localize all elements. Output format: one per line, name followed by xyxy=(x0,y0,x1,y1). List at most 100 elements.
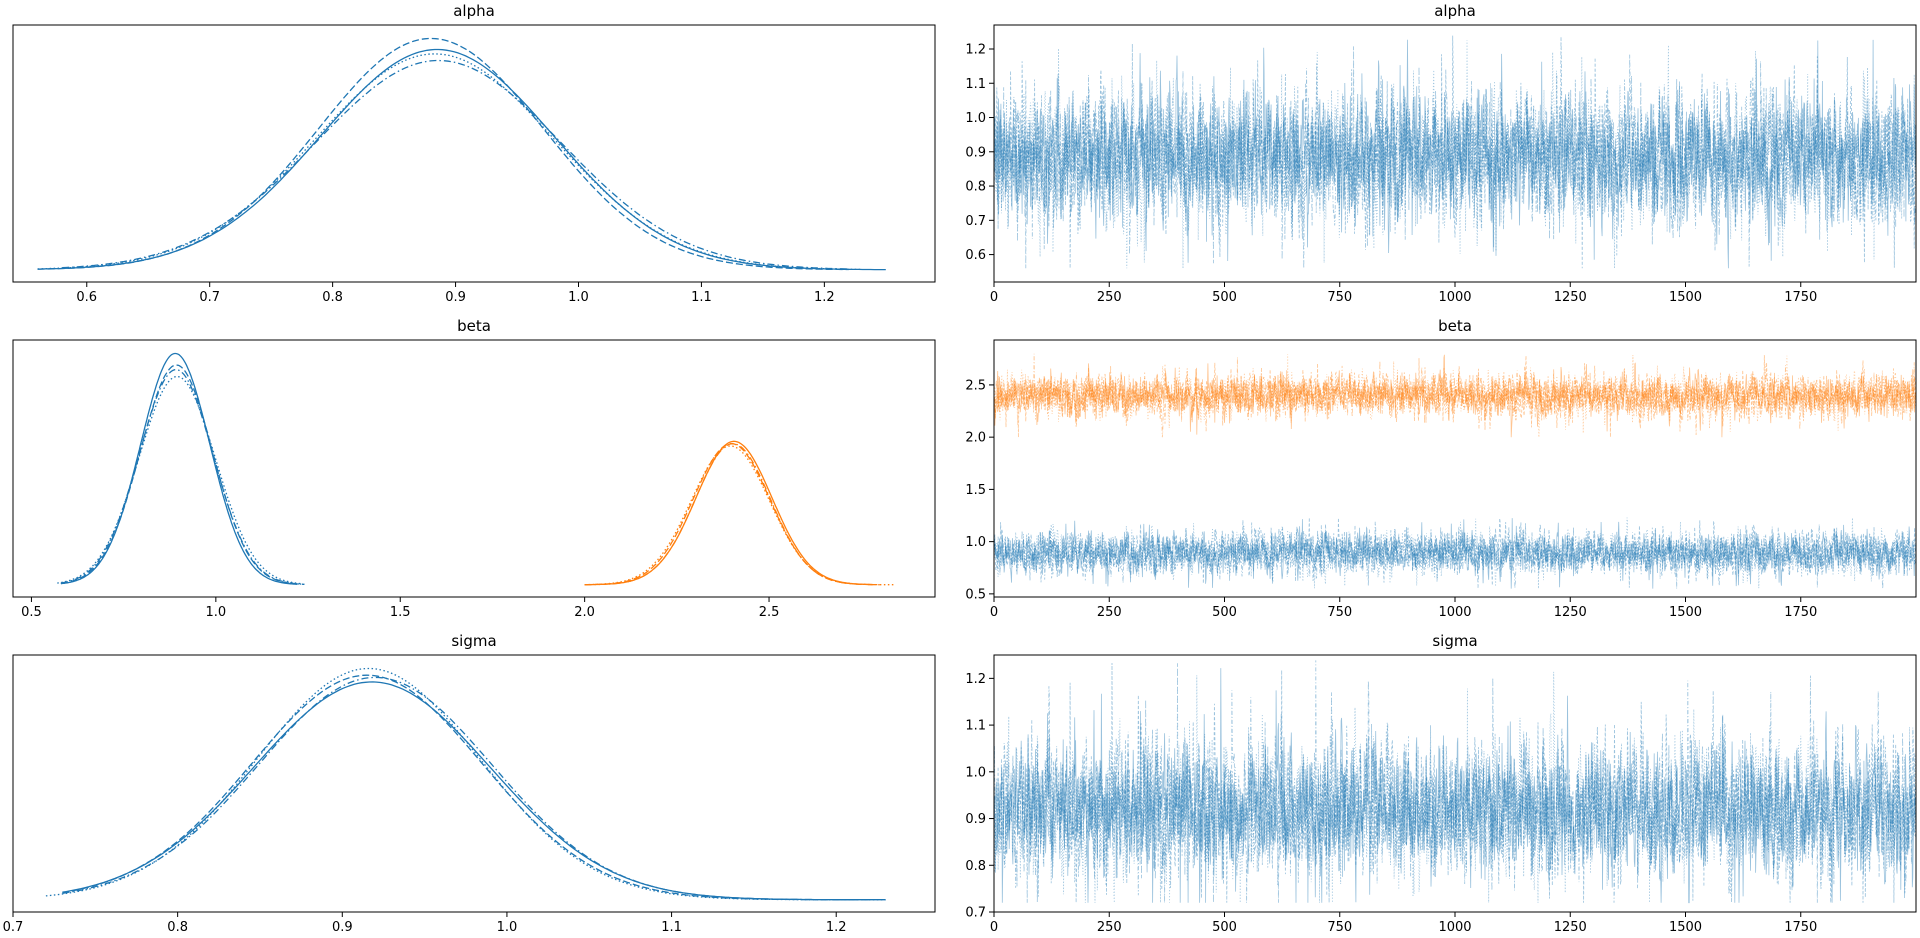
beta-trace-panel: beta 0 250 500 750 1000 1250 1500 1750 0.5 1.0 1.5 2… xyxy=(965,317,1917,620)
beta-kde-beta-1-chain-2-line xyxy=(584,445,895,586)
sigma-kde-axes-frame xyxy=(12,654,936,913)
sigma-kde-xtick-label: 0.9 xyxy=(332,920,353,935)
beta-trace-plot-area xyxy=(994,353,1916,589)
sigma-trace-sigma-trace-chain-3-line xyxy=(994,660,1916,903)
beta-kde-axes-frame xyxy=(12,339,936,598)
alpha-kde-axes-frame xyxy=(12,24,936,283)
alpha-trace-xtick-label: 500 xyxy=(1212,290,1237,305)
beta-kde-xtick-label: 1.5 xyxy=(390,605,411,620)
alpha-trace-xtick-label: 0 xyxy=(990,290,998,305)
beta-kde-plot-area xyxy=(57,352,895,586)
beta-trace-xtick-label: 1250 xyxy=(1554,605,1587,620)
beta-kde-xtick-label: 1.0 xyxy=(205,605,226,620)
beta-kde-title: beta xyxy=(457,317,491,335)
sigma-trace-sigma-trace-chain-0-line xyxy=(994,668,1916,904)
beta-kde-beta-1-chain-1-line xyxy=(584,443,876,586)
alpha-trace-alpha-trace-chain-1-line xyxy=(994,35,1916,269)
beta-trace-ytick-label: 1.0 xyxy=(965,535,986,550)
sigma-kde-xtick-label: 1.2 xyxy=(826,920,847,935)
sigma-trace-sigma-trace-chain-2-line xyxy=(994,671,1916,903)
alpha-kde-title: alpha xyxy=(453,2,495,20)
beta-trace-beta-0-trace-chain-2-line xyxy=(994,517,1916,589)
sigma-kde-xtick-label: 1.0 xyxy=(497,920,518,935)
sigma-trace-xtick-label: 500 xyxy=(1212,920,1237,935)
alpha-kde-alpha-chain-3-line xyxy=(62,59,849,270)
alpha-trace-ytick-label: 1.0 xyxy=(965,111,986,126)
beta-kde-panel: beta 0.5 1.0 1.5 2.0 2.5 xyxy=(12,317,936,620)
alpha-kde-xtick-label: 0.6 xyxy=(76,290,97,305)
sigma-trace-xtick-label: 0 xyxy=(990,920,998,935)
sigma-trace-ytick-label: 0.8 xyxy=(965,859,986,874)
beta-kde-xtick-label: 0.5 xyxy=(21,605,42,620)
sigma-kde-xtick-label: 1.1 xyxy=(661,920,682,935)
beta-trace-xtick-label: 750 xyxy=(1327,605,1352,620)
sigma-trace-ytick-label: 0.7 xyxy=(965,906,986,921)
sigma-trace-xtick-label: 250 xyxy=(1097,920,1122,935)
beta-trace-xtick-label: 1000 xyxy=(1438,605,1471,620)
beta-trace-beta-0-trace-chain-3-line xyxy=(994,520,1916,589)
beta-trace-beta-1-trace-chain-0-line xyxy=(994,354,1916,438)
beta-kde-xtick-label: 2.5 xyxy=(759,605,780,620)
beta-trace-ytick-label: 1.5 xyxy=(965,483,986,498)
alpha-kde-alpha-chain-2-line xyxy=(37,53,862,271)
beta-trace-beta-0-trace-chain-1-line xyxy=(994,517,1916,588)
alpha-kde-xtick-label: 1.2 xyxy=(814,290,835,305)
beta-kde-beta-0-chain-2-line xyxy=(57,375,301,585)
sigma-kde-xtick-label: 0.7 xyxy=(3,920,24,935)
alpha-trace-xtick-label: 250 xyxy=(1097,290,1122,305)
sigma-kde-panel: sigma 0.7 0.8 0.9 1.0 1.1 1.2 xyxy=(3,632,936,935)
alpha-trace-ytick-label: 0.9 xyxy=(965,145,986,160)
alpha-trace-ytick-label: 0.6 xyxy=(965,248,986,263)
beta-trace-beta-1-trace-chain-1-line xyxy=(994,355,1916,438)
sigma-trace-ytick-label: 1.1 xyxy=(965,719,986,734)
sigma-kde-sigma-chain-1-line xyxy=(62,674,870,901)
sigma-kde-title: sigma xyxy=(451,632,496,650)
beta-trace-xtick-label: 250 xyxy=(1097,605,1122,620)
alpha-trace-ytick-label: 0.7 xyxy=(965,214,986,229)
alpha-trace-xtick-label: 1500 xyxy=(1669,290,1702,305)
alpha-trace-title: alpha xyxy=(1434,2,1476,20)
alpha-kde-plot-area xyxy=(37,37,886,271)
sigma-trace-xtick-label: 1000 xyxy=(1438,920,1471,935)
beta-trace-beta-0-trace-chain-0-line xyxy=(994,518,1916,589)
alpha-trace-panel: alpha 0 250 500 750 1000 1250 1500 1750 0.6 0.7 0.8… xyxy=(965,2,1917,305)
beta-trace-ytick-label: 0.5 xyxy=(965,587,986,602)
alpha-trace-xtick-label: 1000 xyxy=(1438,290,1471,305)
beta-trace-beta-1-trace-chain-3-line xyxy=(994,353,1916,438)
sigma-trace-ytick-label: 1.2 xyxy=(965,672,986,687)
beta-kde-beta-0-chain-1-line xyxy=(60,364,305,585)
sigma-trace-xtick-label: 750 xyxy=(1327,920,1352,935)
alpha-trace-xtick-label: 1250 xyxy=(1554,290,1587,305)
alpha-kde-xtick-label: 0.8 xyxy=(322,290,343,305)
alpha-trace-xtick-label: 1750 xyxy=(1784,290,1817,305)
beta-trace-xtick-label: 1750 xyxy=(1784,605,1817,620)
beta-kde-xtick-label: 2.0 xyxy=(574,605,595,620)
alpha-trace-plot-area xyxy=(994,35,1916,269)
alpha-trace-ytick-label: 1.2 xyxy=(965,42,986,57)
sigma-kde-sigma-chain-3-line xyxy=(62,676,853,901)
alpha-trace-ytick-label: 0.8 xyxy=(965,180,986,195)
beta-trace-beta-1-trace-chain-2-line xyxy=(994,354,1916,438)
beta-trace-title: beta xyxy=(1438,317,1472,335)
sigma-trace-plot-area xyxy=(994,660,1916,904)
sigma-kde-plot-area xyxy=(45,667,886,901)
sigma-trace-xtick-label: 1250 xyxy=(1554,920,1587,935)
beta-trace-xtick-label: 1500 xyxy=(1669,605,1702,620)
beta-trace-xtick-label: 0 xyxy=(990,605,998,620)
alpha-kde-panel: alpha 0.6 0.7 0.8 0.9 1.0 1.1 1.2 xyxy=(12,2,936,305)
beta-kde-beta-1-chain-0-line xyxy=(584,440,873,586)
sigma-trace-xtick-label: 1750 xyxy=(1784,920,1817,935)
sigma-trace-title: sigma xyxy=(1432,632,1477,650)
alpha-trace-alpha-trace-chain-0-line xyxy=(994,39,1916,269)
beta-trace-xtick-label: 500 xyxy=(1212,605,1237,620)
alpha-kde-xtick-label: 1.1 xyxy=(691,290,712,305)
alpha-kde-alpha-chain-0-line xyxy=(37,48,886,271)
sigma-trace-xtick-label: 1500 xyxy=(1669,920,1702,935)
sigma-trace-panel: sigma 0 250 500 750 1000 1250 1500 1750 0.7 0.8 0.9… xyxy=(965,632,1917,935)
sigma-kde-sigma-chain-0-line xyxy=(62,681,886,901)
alpha-kde-xtick-label: 0.7 xyxy=(199,290,220,305)
beta-kde-beta-0-chain-3-line xyxy=(60,368,305,585)
alpha-trace-xtick-label: 750 xyxy=(1327,290,1352,305)
sigma-trace-sigma-trace-chain-1-line xyxy=(994,662,1916,903)
